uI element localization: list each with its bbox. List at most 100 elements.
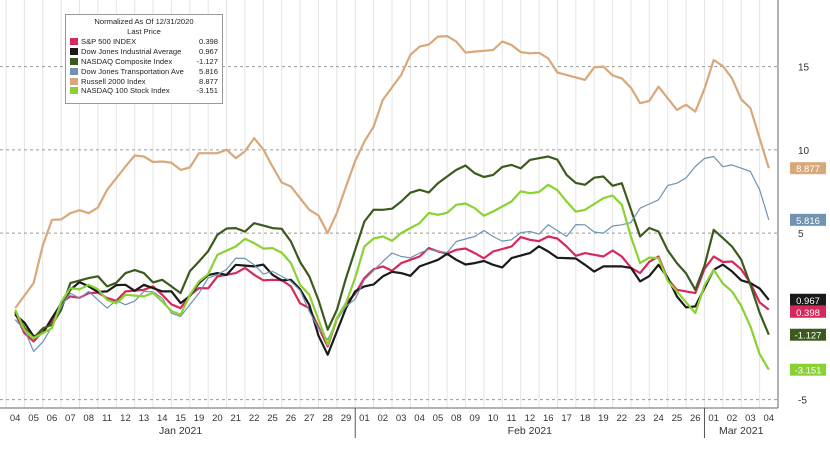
legend-series-value: 0.398: [198, 37, 218, 47]
x-tick-label: 05: [28, 413, 39, 424]
last-value-tag: -3.151: [790, 363, 826, 377]
legend-series-name: Dow Jones Industrial Average: [81, 47, 182, 57]
x-tick-label: 01: [359, 413, 370, 424]
legend-swatch: [70, 38, 78, 46]
x-tick-label: 03: [396, 413, 407, 424]
x-tick-label: 04: [414, 413, 425, 424]
x-tick-label: 19: [194, 413, 205, 424]
legend-series-name: NASDAQ 100 Stock Index: [81, 86, 170, 96]
legend-series-value: -1.127: [196, 56, 218, 66]
last-value-tag: 0.398: [790, 305, 826, 319]
series-layer: [14, 35, 770, 371]
last-value-label: 5.816: [796, 216, 820, 227]
legend-series-name: S&P 500 INDEX: [81, 37, 137, 47]
month-label: Mar 2021: [719, 425, 764, 437]
x-tick-label: 23: [635, 413, 646, 424]
x-tick-label: 05: [433, 413, 444, 424]
x-tick-label: 15: [175, 413, 186, 424]
legend-row: NASDAQ 100 Stock Index -3.151: [70, 86, 218, 96]
legend-row: Dow Jones Transportation Average 5.816: [70, 66, 218, 76]
legend-title: Normalized As Of 12/31/2020: [94, 17, 194, 26]
x-tick-label: 29: [341, 413, 352, 424]
last-value-box: [790, 213, 826, 226]
last-value-tag: -1.127: [790, 328, 826, 342]
x-tick-label: 04: [10, 413, 21, 424]
legend-row: NASDAQ Composite Index -1.127: [70, 57, 218, 67]
x-tick-label: 02: [727, 413, 738, 424]
last-value-box: [790, 162, 826, 175]
x-tick-label: 09: [469, 413, 480, 424]
legend-box: Normalized As Of 12/31/2020 Last Price S…: [65, 14, 223, 104]
x-tick-label: 14: [157, 413, 168, 424]
x-tick-label: 26: [286, 413, 297, 424]
x-tick-label: 04: [764, 413, 775, 424]
series-line: [14, 245, 770, 356]
legend-series-value: -3.151: [196, 86, 218, 96]
x-tick-label: 03: [745, 413, 756, 424]
last-value-label: 8.877: [796, 164, 820, 175]
legend-series-value: 5.816: [198, 66, 218, 76]
last-value-tag: 0.967: [790, 293, 826, 307]
month-label: Jan 2021: [159, 425, 202, 437]
last-value-box: [790, 305, 826, 318]
x-tick-label: 27: [304, 413, 315, 424]
x-tick-label: 06: [47, 413, 58, 424]
x-tick-label: 25: [672, 413, 683, 424]
series-line: [14, 183, 770, 371]
x-tick-label: 19: [598, 413, 609, 424]
legend-series-name: NASDAQ Composite Index: [81, 56, 173, 66]
x-tick-label: 25: [267, 413, 278, 424]
x-tick-label: 18: [580, 413, 591, 424]
legend-row: Dow Jones Industrial Average 0.967: [70, 47, 218, 57]
x-tick-label: 12: [120, 413, 131, 424]
legend-swatch: [70, 77, 78, 85]
last-value-label: -3.151: [795, 366, 822, 377]
legend-subtitle: Last Price: [127, 27, 161, 36]
month-label: Feb 2021: [508, 425, 553, 437]
y-tick-label: 5: [798, 229, 804, 240]
x-tick-label: 17: [561, 413, 572, 424]
last-value-box: [790, 363, 826, 376]
legend-swatch: [70, 67, 78, 75]
series-line: [14, 155, 770, 352]
last-value-label: 0.967: [796, 296, 820, 307]
legend-row: Russell 2000 Index 8.877: [70, 76, 218, 86]
x-tick-label: 08: [451, 413, 462, 424]
x-tick-label: 08: [83, 413, 94, 424]
legend-rows: S&P 500 INDEX 0.398 Dow Jones Industrial A…: [70, 37, 218, 96]
last-value-tag: 5.816: [790, 213, 826, 227]
series-line: [14, 35, 770, 309]
legend-series-name: Russell 2000 Index: [81, 76, 146, 86]
last-value-tag: 8.877: [790, 162, 826, 175]
series-line: [14, 155, 770, 340]
x-tick-label: 22: [249, 413, 260, 424]
last-value-label: -1.127: [795, 331, 822, 342]
legend-swatch: [70, 48, 78, 56]
x-tick-label: 16: [543, 413, 554, 424]
x-tick-label: 28: [322, 413, 333, 424]
y-tick-label: -5: [798, 396, 807, 407]
x-tick-label: 02: [378, 413, 389, 424]
x-tick-label: 26: [690, 413, 701, 424]
legend-row: S&P 500 INDEX 0.398: [70, 37, 218, 47]
x-tick-label: 01: [708, 413, 719, 424]
legend-swatch: [70, 57, 78, 65]
legend-swatch: [70, 87, 78, 95]
y-tick-label: 15: [798, 63, 810, 74]
last-value-box: [790, 328, 826, 341]
x-tick-label: 21: [230, 413, 241, 424]
x-tick-label: 07: [65, 413, 76, 424]
x-tick-label: 12: [525, 413, 536, 424]
x-tick-label: 11: [102, 413, 112, 424]
y-tick-label: 10: [798, 146, 810, 157]
last-value-box: [790, 293, 826, 306]
legend-series-value: 0.967: [198, 47, 218, 57]
x-tick-label: 24: [653, 413, 664, 424]
axis-layer: -5 5 10 15 04 05 06 07 08 11 12 13 14 15 19 20 21 22 25 26 2…: [0, 0, 810, 438]
x-tick-label: 20: [212, 413, 223, 424]
legend-series-value: 8.877: [198, 76, 218, 86]
x-tick-label: 22: [616, 413, 627, 424]
x-tick-label: 13: [139, 413, 150, 424]
